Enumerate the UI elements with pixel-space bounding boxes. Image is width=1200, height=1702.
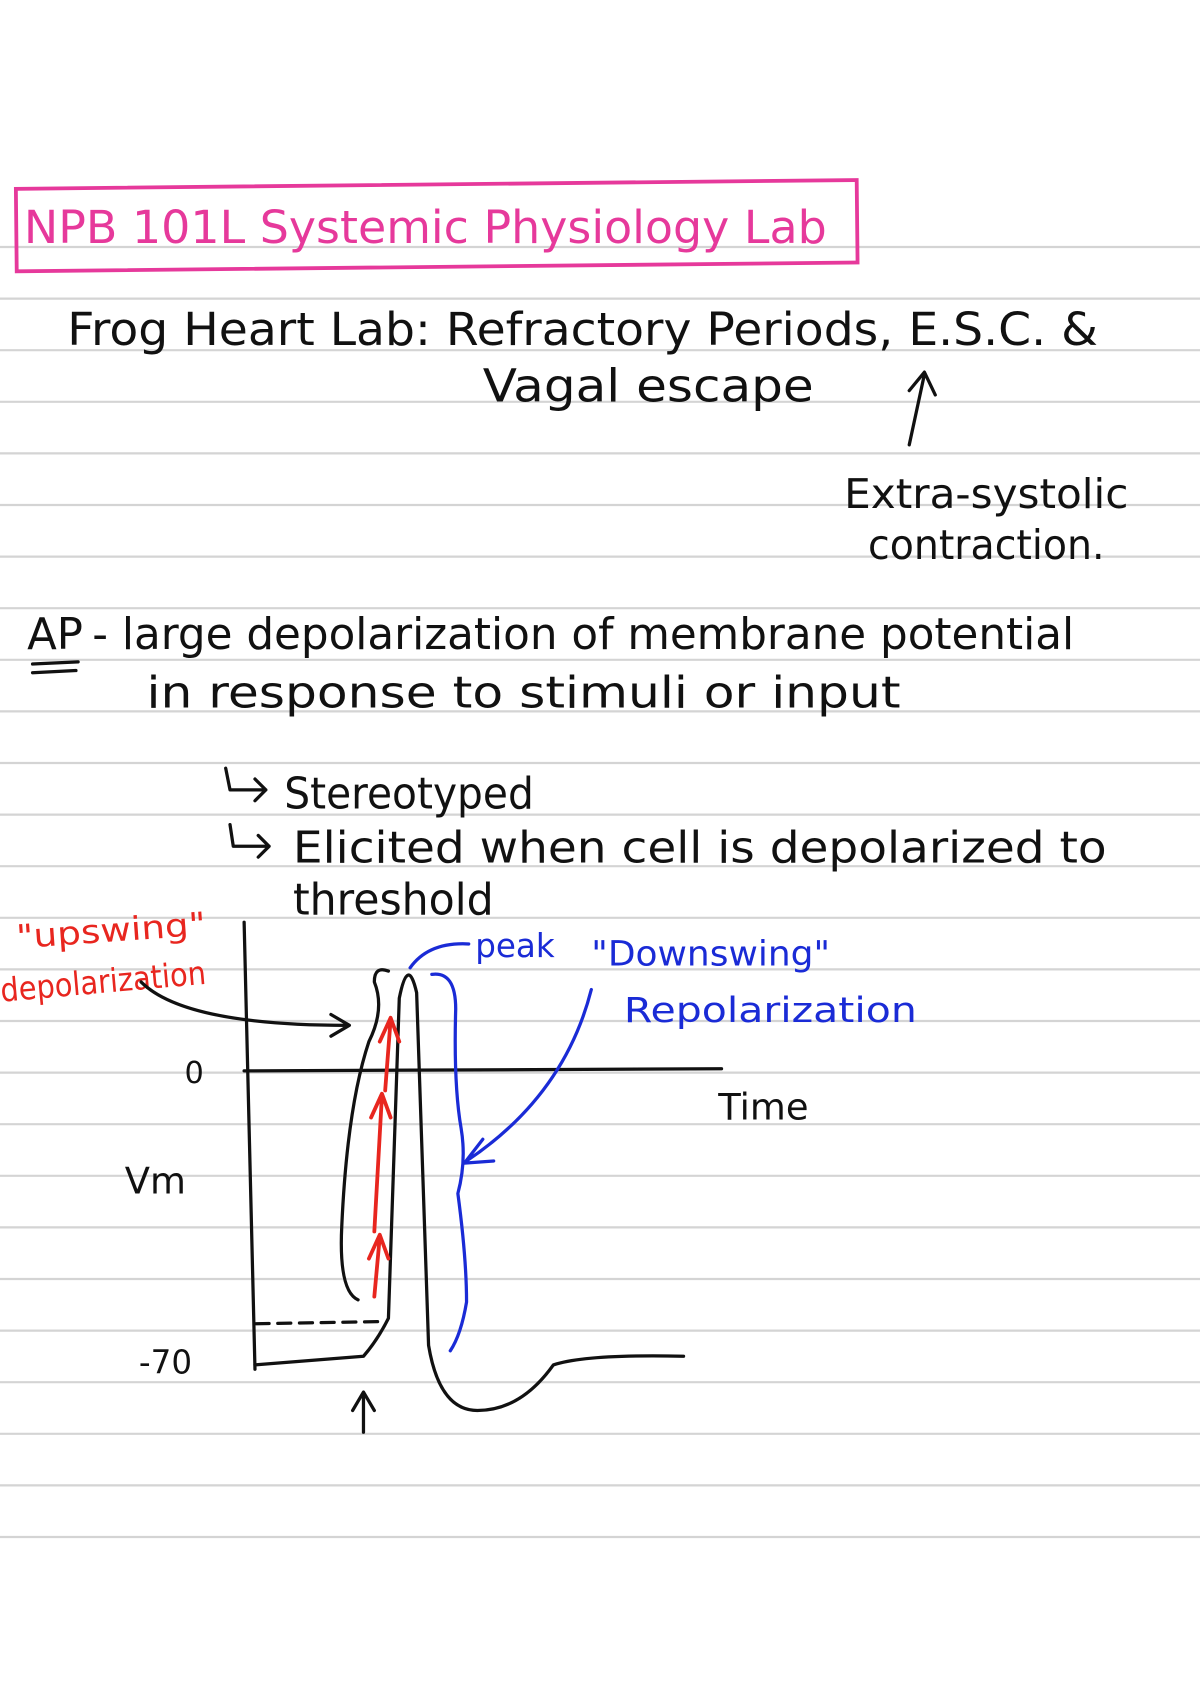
peak-pointer <box>408 942 471 970</box>
bullet-arrow <box>224 766 268 803</box>
peak-label: peak <box>475 927 555 965</box>
definition-text: - large depolarization of membrane poten… <box>92 610 1074 660</box>
downswing-pointer <box>462 987 593 1165</box>
underline <box>30 660 80 675</box>
axes <box>242 920 724 1371</box>
annotation: contraction. <box>868 521 1105 569</box>
upswing-arrows <box>367 1015 402 1299</box>
title: NPB 101L Systemic Physiology Lab <box>24 201 827 254</box>
term: AP <box>27 610 83 660</box>
annotation: Extra-systolic <box>844 470 1128 518</box>
axis-label: Vm <box>125 1160 186 1203</box>
arrow <box>907 370 937 447</box>
bullet: threshold <box>293 876 494 926</box>
ruled-lines <box>0 245 1200 1539</box>
axis-label: Time <box>717 1086 808 1129</box>
axis-label: 0 <box>184 1056 203 1091</box>
action-potential-curve <box>253 973 686 1413</box>
definition-text: in response to stimuli or input <box>146 668 900 718</box>
threshold-line <box>254 1319 387 1326</box>
bullet-arrow <box>228 822 271 859</box>
bullet: Stereotyped <box>284 769 534 819</box>
heading: Frog Heart Lab: Refractory Periods, E.S.… <box>67 303 1098 356</box>
bullet: Elicited when cell is depolarized to <box>293 824 1107 874</box>
notes: NPB 101L Systemic Physiology Lab Frog He… <box>0 178 1128 1434</box>
downswing-bracket <box>430 972 469 1353</box>
title-box <box>13 178 860 274</box>
downswing-label: "Downswing" <box>591 935 830 975</box>
axis-label: -70 <box>139 1344 192 1382</box>
downswing-label: Repolarization <box>624 991 917 1031</box>
upswing-label: "upswing" <box>15 905 207 956</box>
pointer-arrow <box>139 980 351 1038</box>
stimulus-arrow <box>350 1390 376 1434</box>
heading: Vagal escape <box>483 359 814 412</box>
outline <box>339 968 391 1302</box>
upswing-label: depolarization <box>0 954 207 1010</box>
